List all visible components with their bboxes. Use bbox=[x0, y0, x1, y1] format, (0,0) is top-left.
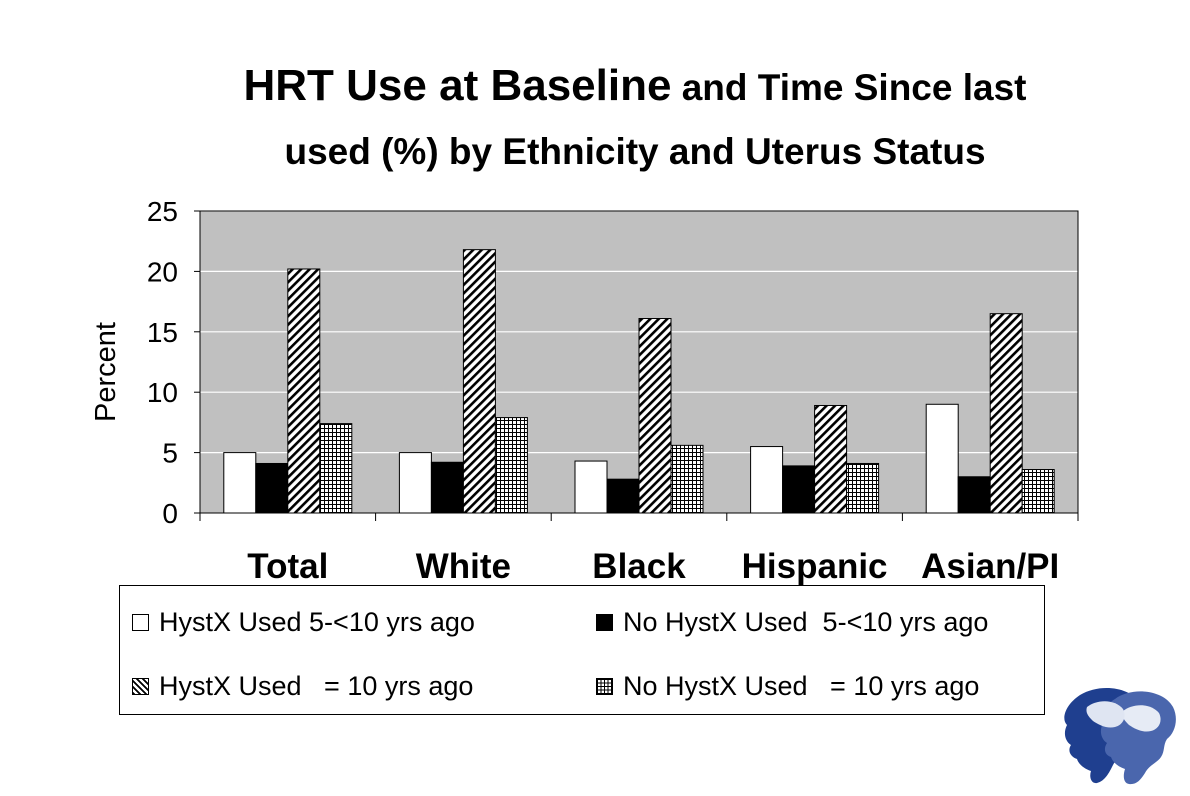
y-tick-label: 20 bbox=[147, 256, 178, 287]
bar-3 bbox=[989, 313, 1023, 514]
bar-3 bbox=[462, 249, 496, 514]
legend-swatch-black bbox=[596, 613, 613, 631]
legend-swatch-white bbox=[132, 613, 149, 631]
bar-chart: 0 5 10 15 20 25 Percent Total White Black Hispanic… bbox=[90, 196, 1079, 586]
y-tick-label: 15 bbox=[147, 317, 178, 348]
x-category-label: Hispanic bbox=[742, 547, 888, 586]
y-tick-label: 5 bbox=[162, 438, 178, 469]
title-line2: used (%) by Ethnicity and Uterus Status bbox=[284, 131, 986, 172]
whi-logo-icon bbox=[1064, 688, 1176, 785]
chart-title: HRT Use at Baseline and Time Since last … bbox=[100, 58, 1170, 180]
bar-1 bbox=[223, 452, 257, 514]
x-category-label: Black bbox=[592, 547, 686, 586]
legend-swatch-grid bbox=[596, 677, 613, 695]
bar-4 bbox=[670, 444, 704, 514]
bar-3 bbox=[638, 318, 672, 514]
legend-item-2: No HystX Used 5-<10 yrs ago bbox=[596, 602, 988, 642]
bar-1 bbox=[925, 403, 959, 514]
x-category-label: White bbox=[416, 547, 511, 586]
x-category-label: Asian/PI bbox=[921, 547, 1059, 586]
bar-2 bbox=[255, 462, 289, 514]
y-axis-label: Percent bbox=[90, 322, 122, 422]
bar-4 bbox=[494, 417, 528, 514]
legend-label-2: No HystX Used 5-<10 yrs ago bbox=[623, 606, 989, 637]
legend-item-3: HystX Used = 10 yrs ago bbox=[132, 666, 473, 706]
title-part2: and Time Since last bbox=[671, 67, 1027, 108]
bar-1 bbox=[398, 452, 432, 514]
bar-2 bbox=[957, 476, 991, 514]
y-tick-label: 0 bbox=[162, 498, 178, 529]
chart-legend: HystX Used 5-<10 yrs ago No HystX Used 5… bbox=[119, 585, 1045, 715]
legend-item-1: HystX Used 5-<10 yrs ago bbox=[132, 602, 475, 642]
x-category-label: Total bbox=[247, 547, 328, 586]
bar-3 bbox=[287, 268, 321, 514]
y-tick-label: 25 bbox=[147, 196, 178, 227]
bar-1 bbox=[574, 460, 608, 514]
bar-2 bbox=[782, 465, 816, 514]
bar-2 bbox=[430, 461, 464, 514]
bar-4 bbox=[1021, 469, 1055, 514]
bar-3 bbox=[814, 404, 848, 514]
bar-2 bbox=[606, 478, 640, 514]
legend-item-4: No HystX Used = 10 yrs ago bbox=[596, 666, 979, 706]
bar-4 bbox=[846, 462, 880, 514]
bar-1 bbox=[750, 446, 784, 514]
bar-4 bbox=[319, 423, 353, 514]
legend-label-3: HystX Used = 10 yrs ago bbox=[159, 670, 474, 701]
legend-swatch-diagonal bbox=[132, 677, 149, 695]
title-part1: HRT Use at Baseline bbox=[243, 61, 672, 110]
y-tick-label: 10 bbox=[147, 377, 178, 408]
legend-label-4: No HystX Used = 10 yrs ago bbox=[623, 670, 980, 701]
legend-label-1: HystX Used 5-<10 yrs ago bbox=[159, 606, 475, 637]
